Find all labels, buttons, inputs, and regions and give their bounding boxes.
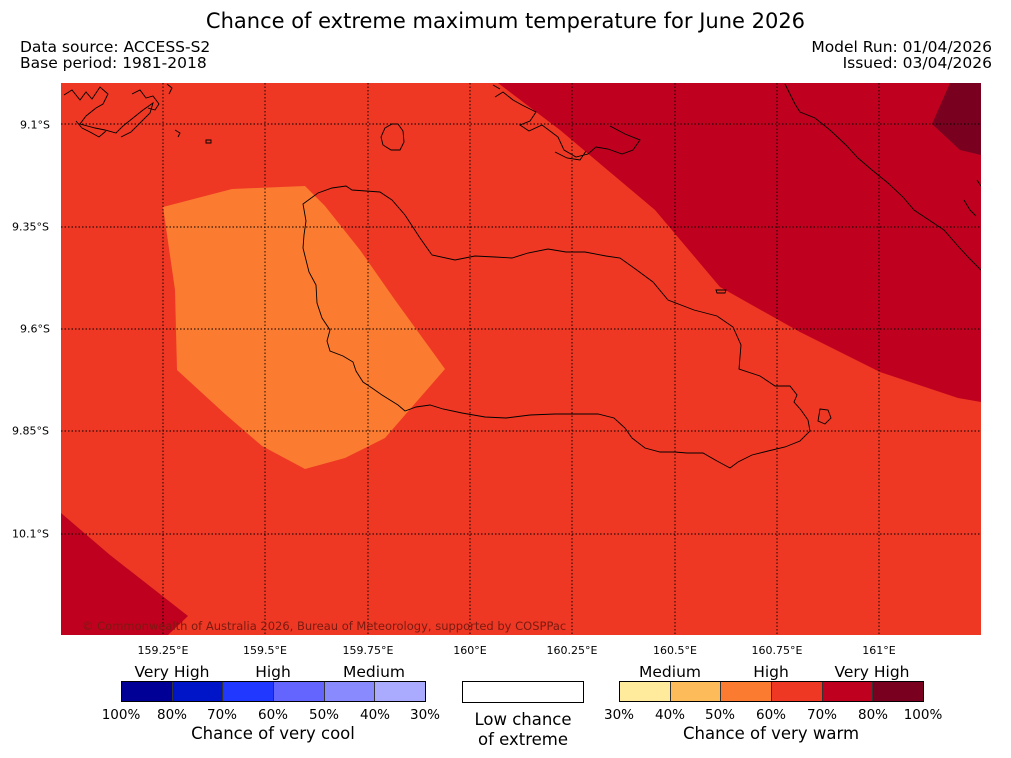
lat-label: 9.6°S (20, 322, 50, 336)
region-50-60 (163, 186, 445, 469)
region-70-80-southwest (61, 513, 188, 635)
warm-legend-title: Chance of very warm (682, 724, 860, 743)
lat-label: 10.1°S (12, 527, 49, 541)
cool-swatch (223, 682, 275, 701)
cool-colorbar (121, 681, 426, 702)
low-chance-label: Low chance of extreme (453, 710, 593, 750)
warm-swatch (873, 682, 924, 701)
cool-category-label: High (255, 663, 291, 681)
coastline-layer (63, 83, 981, 469)
lat-label: 9.1°S (20, 118, 50, 132)
header-left: Data source: ACCESS-S2 Base period: 1981… (20, 39, 210, 71)
issued-date: Issued: 03/04/2026 (842, 54, 992, 72)
warm-tick: 50% (704, 707, 736, 723)
cool-tick: 100% (101, 707, 141, 723)
cool-swatch (172, 682, 224, 701)
cool-tick: 60% (257, 707, 289, 723)
cool-swatch (274, 682, 325, 701)
islet-small-west (205, 139, 212, 144)
warm-swatch (822, 682, 874, 701)
header-right: Model Run: 01/04/2026 Issued: 03/04/2026 (811, 39, 992, 71)
cool-tick: 80% (156, 707, 188, 723)
lon-label: 161°E (862, 644, 896, 657)
chart-title: Chance of extreme maximum temperature fo… (205, 9, 806, 33)
coast-northwest (63, 83, 181, 138)
cool-tick: 40% (359, 707, 391, 723)
warm-tick: 70% (806, 707, 838, 723)
warm-tick: 30% (603, 707, 635, 723)
low-chance-line1: Low chance (474, 710, 572, 729)
warm-colorbar (619, 681, 924, 702)
warm-category-label: Very High (834, 663, 910, 681)
data-source: Data source: ACCESS-S2 (20, 38, 211, 56)
warm-tick: 40% (654, 707, 686, 723)
cool-swatch (122, 682, 173, 701)
islet-east (817, 408, 832, 425)
warm-swatch (620, 682, 671, 701)
low-chance-swatch (462, 681, 584, 703)
base-period: Base period: 1981-2018 (20, 54, 207, 72)
coast-north-islands (492, 84, 641, 161)
island-main-coast (302, 185, 811, 469)
lon-label: 159.25°E (137, 644, 189, 657)
region-80-100-corner (932, 83, 981, 155)
warm-category-label: Medium (639, 663, 701, 681)
lon-label: 159.5°E (243, 644, 287, 657)
model-run: Model Run: 01/04/2026 (811, 38, 992, 56)
cool-tick: 30% (409, 707, 441, 723)
warm-tick: 60% (755, 707, 787, 723)
warm-swatch (670, 682, 722, 701)
lon-label: 160.25°E (546, 644, 598, 657)
warm-tick: 80% (857, 707, 889, 723)
cool-category-label: Very High (134, 663, 210, 681)
warm-swatch (721, 682, 773, 701)
lat-label: 9.35°S (12, 220, 49, 234)
cool-swatch (324, 682, 376, 701)
warm-tick: 100% (903, 707, 943, 723)
low-chance-line2: of extreme (477, 730, 569, 749)
lon-label: 160°E (453, 644, 487, 657)
map-fill-layer (61, 83, 981, 635)
copyright-notice: © Commonwealth of Australia 2026, Bureau… (82, 619, 567, 633)
coast-northeast (784, 83, 981, 271)
islet-north-round (380, 123, 405, 151)
lon-label: 159.75°E (342, 644, 394, 657)
graticule-layer (61, 83, 981, 635)
lon-label: 160.75°E (751, 644, 803, 657)
lon-label: 160.5°E (653, 644, 697, 657)
warm-swatch (772, 682, 823, 701)
region-70-80-northeast (498, 83, 981, 402)
cool-tick: 70% (206, 707, 238, 723)
islet-small-east (715, 289, 727, 294)
cool-tick: 50% (308, 707, 340, 723)
cool-legend-title: Chance of very cool (191, 724, 355, 743)
warm-category-label: High (753, 663, 789, 681)
cool-category-label: Medium (343, 663, 405, 681)
cool-swatch (375, 682, 426, 701)
lat-label: 9.85°S (12, 424, 49, 438)
